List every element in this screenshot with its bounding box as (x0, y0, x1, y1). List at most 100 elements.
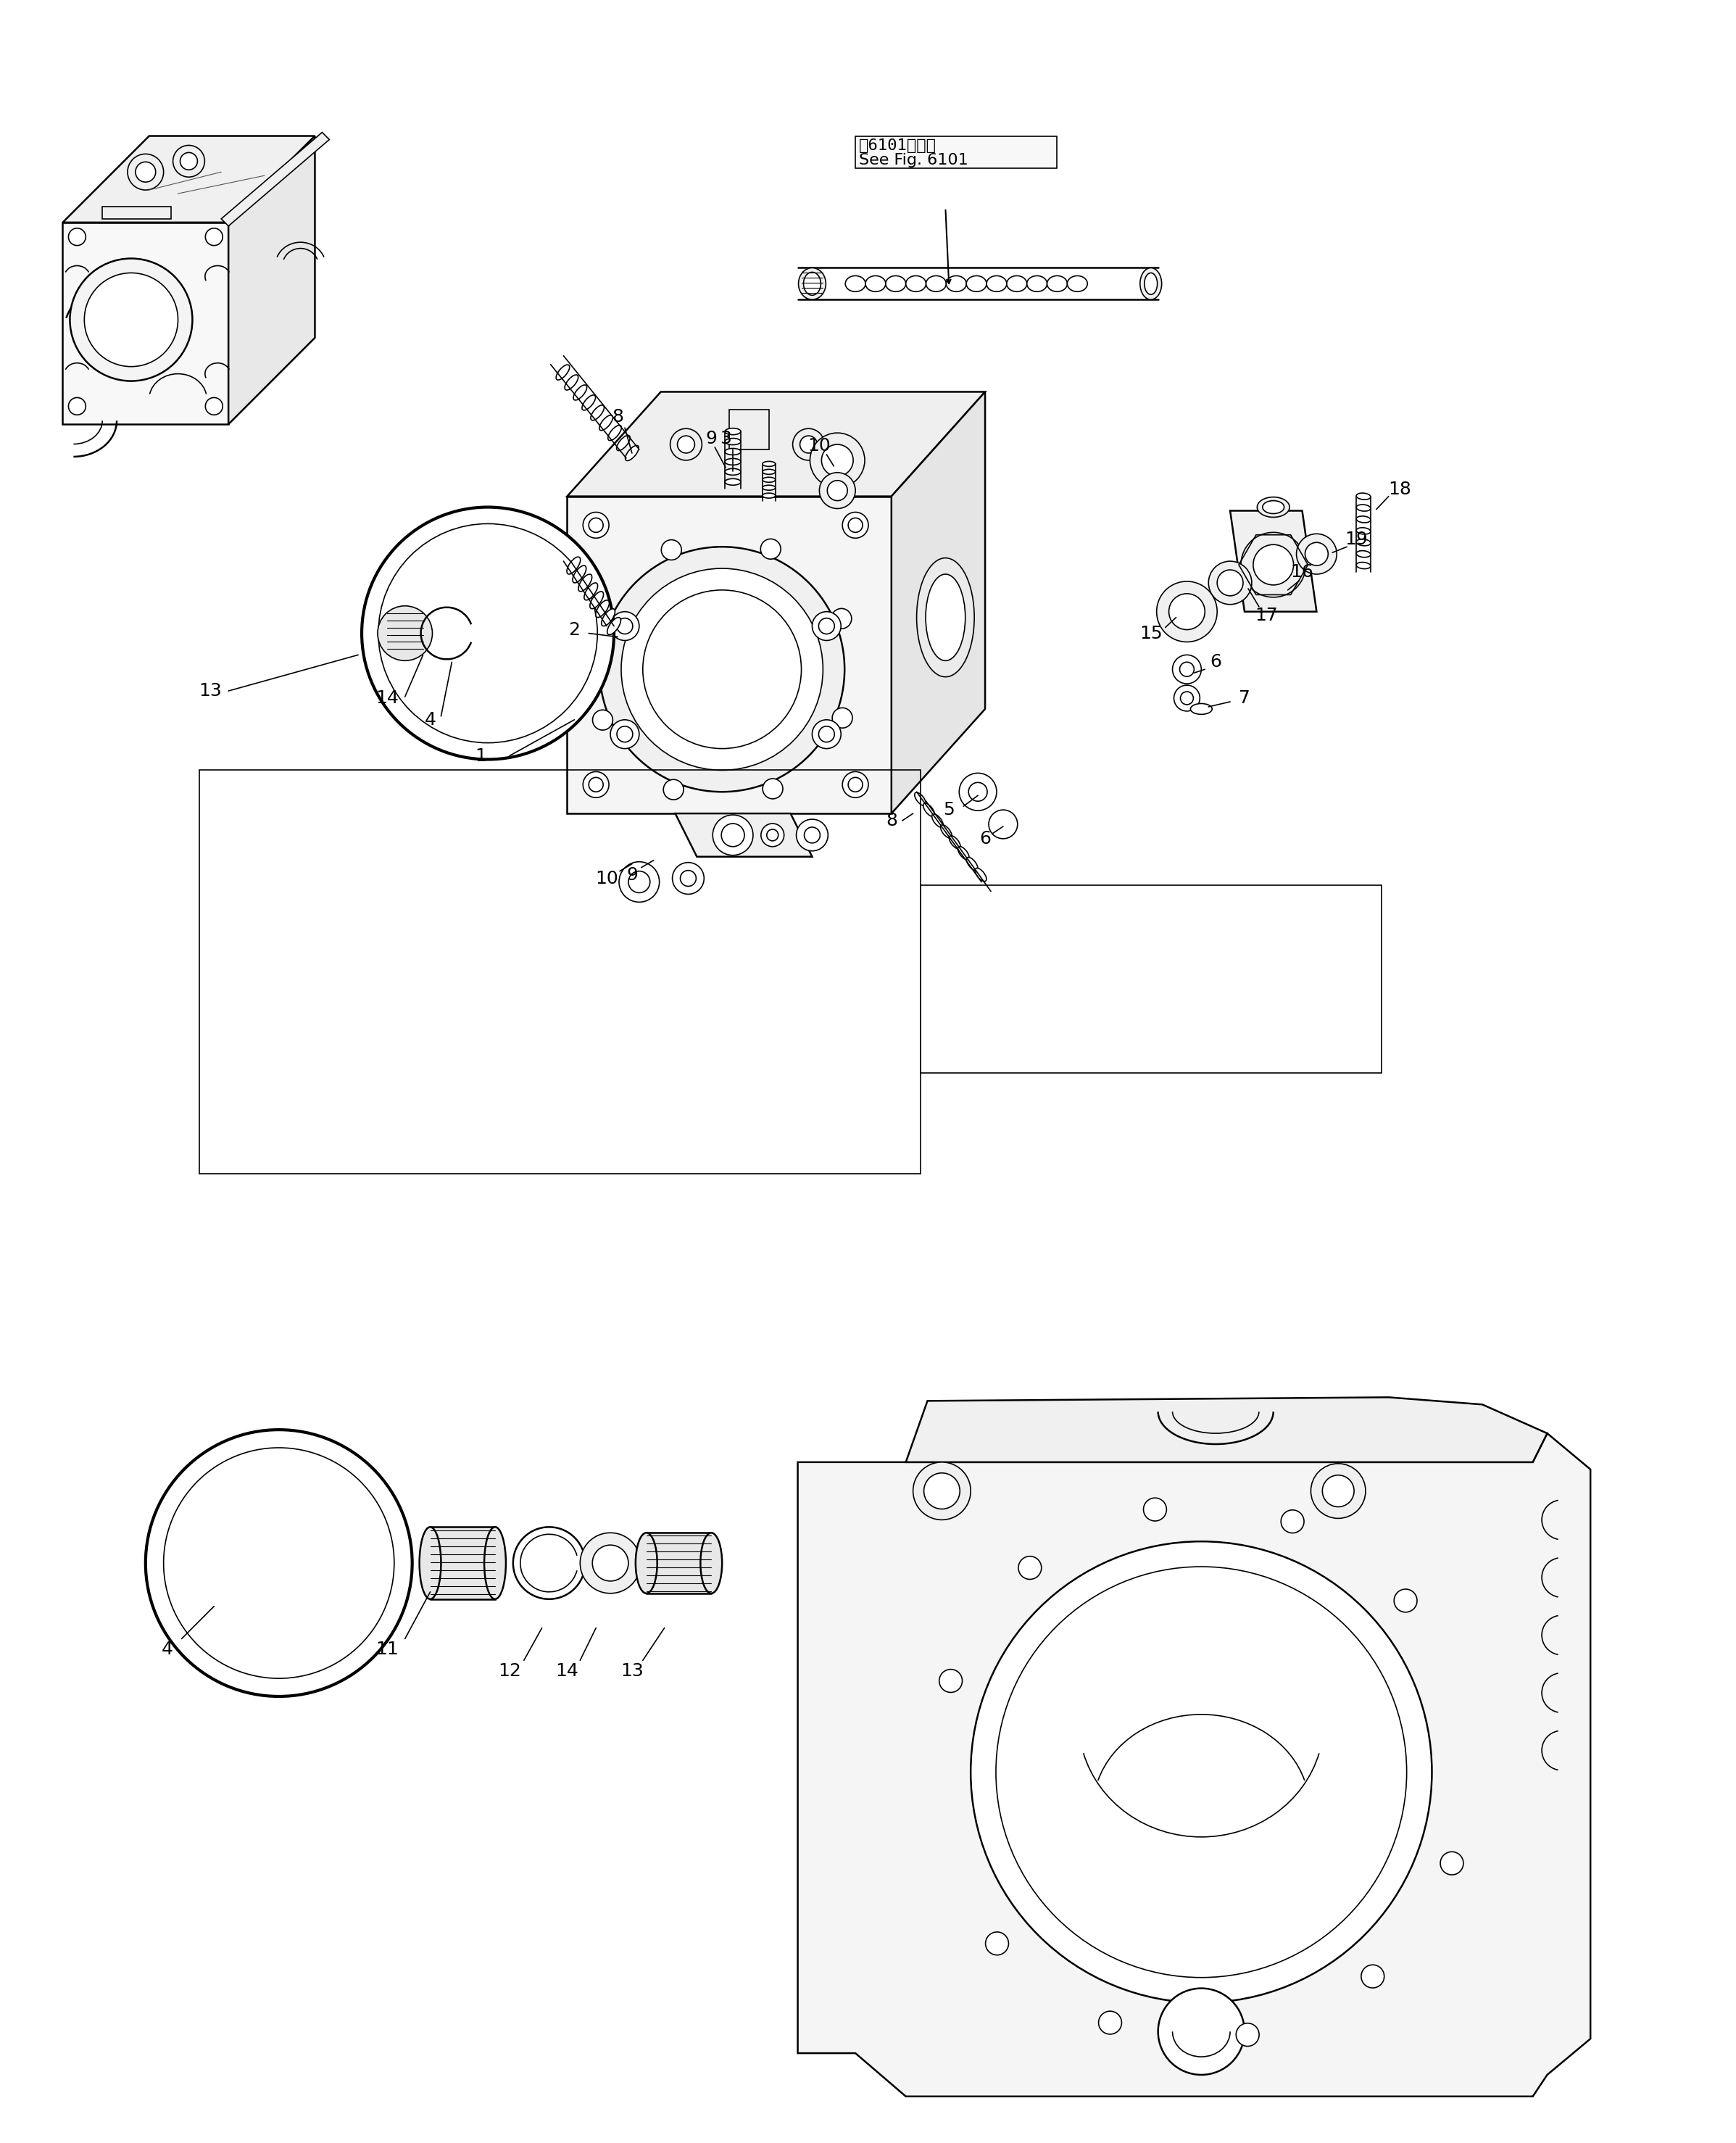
Polygon shape (799, 1434, 1590, 2096)
Circle shape (811, 433, 865, 489)
Ellipse shape (762, 493, 776, 497)
Circle shape (913, 1462, 970, 1519)
Circle shape (611, 611, 639, 641)
Circle shape (146, 1429, 411, 1697)
Circle shape (135, 163, 156, 182)
Bar (200, 769, 920, 1174)
Ellipse shape (484, 1528, 505, 1599)
Circle shape (621, 568, 823, 769)
Circle shape (378, 606, 432, 660)
Text: 10: 10 (595, 870, 618, 887)
Circle shape (760, 538, 781, 559)
Circle shape (819, 474, 856, 508)
Circle shape (1172, 656, 1201, 684)
Polygon shape (62, 223, 229, 424)
Ellipse shape (601, 609, 615, 626)
Ellipse shape (1356, 493, 1371, 499)
Circle shape (1217, 570, 1243, 596)
Ellipse shape (599, 416, 613, 431)
Circle shape (1311, 1464, 1366, 1519)
Ellipse shape (726, 469, 741, 476)
Circle shape (677, 435, 694, 452)
Polygon shape (568, 497, 891, 814)
Circle shape (583, 512, 609, 538)
Circle shape (842, 512, 868, 538)
Circle shape (1441, 1852, 1463, 1875)
Ellipse shape (906, 276, 925, 291)
Ellipse shape (924, 804, 934, 816)
Circle shape (205, 227, 222, 246)
Text: 19: 19 (1345, 531, 1368, 549)
Polygon shape (675, 814, 812, 857)
Text: 8: 8 (885, 812, 898, 829)
Circle shape (361, 508, 615, 759)
Circle shape (670, 429, 701, 461)
Circle shape (797, 819, 828, 851)
Circle shape (1156, 581, 1217, 643)
Circle shape (1297, 534, 1337, 574)
Circle shape (996, 1567, 1406, 1978)
Polygon shape (568, 392, 984, 497)
Text: 14: 14 (556, 1663, 578, 1680)
Circle shape (821, 444, 852, 476)
Ellipse shape (726, 439, 741, 446)
Polygon shape (102, 206, 170, 219)
Text: 12: 12 (498, 1663, 521, 1680)
Circle shape (163, 1449, 394, 1678)
Circle shape (181, 152, 198, 169)
Ellipse shape (925, 276, 946, 291)
Circle shape (1323, 1474, 1354, 1507)
Ellipse shape (958, 846, 969, 859)
Text: 10: 10 (807, 437, 832, 454)
Circle shape (85, 272, 179, 366)
Circle shape (1241, 531, 1305, 598)
Circle shape (722, 823, 745, 846)
Circle shape (663, 780, 684, 799)
Ellipse shape (1356, 561, 1371, 568)
Ellipse shape (1068, 276, 1087, 291)
Ellipse shape (925, 574, 965, 660)
Circle shape (762, 778, 783, 799)
Ellipse shape (762, 484, 776, 491)
Circle shape (849, 778, 863, 793)
Ellipse shape (917, 557, 974, 677)
Circle shape (990, 810, 1017, 838)
Polygon shape (229, 135, 314, 424)
Circle shape (589, 519, 602, 531)
Ellipse shape (1007, 276, 1028, 291)
Text: 9: 9 (627, 866, 637, 883)
Circle shape (819, 726, 835, 741)
Ellipse shape (625, 446, 639, 461)
Circle shape (205, 399, 222, 416)
Circle shape (1361, 1965, 1384, 1989)
Ellipse shape (578, 574, 592, 591)
Circle shape (849, 519, 863, 531)
Ellipse shape (700, 1532, 722, 1594)
Circle shape (628, 870, 649, 894)
Circle shape (1180, 692, 1193, 705)
Circle shape (592, 611, 611, 630)
Circle shape (592, 709, 613, 731)
Ellipse shape (986, 276, 1007, 291)
Circle shape (589, 778, 602, 793)
Ellipse shape (762, 461, 776, 467)
Ellipse shape (582, 394, 595, 409)
Ellipse shape (1191, 703, 1212, 714)
Ellipse shape (616, 435, 630, 450)
Ellipse shape (1144, 272, 1158, 294)
Circle shape (986, 1933, 1009, 1954)
Circle shape (378, 523, 597, 744)
Circle shape (819, 617, 835, 634)
Circle shape (793, 429, 825, 461)
Text: 6: 6 (979, 829, 991, 846)
Ellipse shape (590, 591, 604, 609)
Ellipse shape (1257, 497, 1290, 516)
Text: 6: 6 (1210, 654, 1222, 671)
Ellipse shape (635, 1532, 658, 1594)
Ellipse shape (1356, 516, 1371, 523)
Ellipse shape (726, 478, 741, 484)
Circle shape (804, 827, 819, 842)
Circle shape (767, 829, 778, 840)
Circle shape (1245, 540, 1295, 589)
Text: 17: 17 (1255, 606, 1278, 624)
